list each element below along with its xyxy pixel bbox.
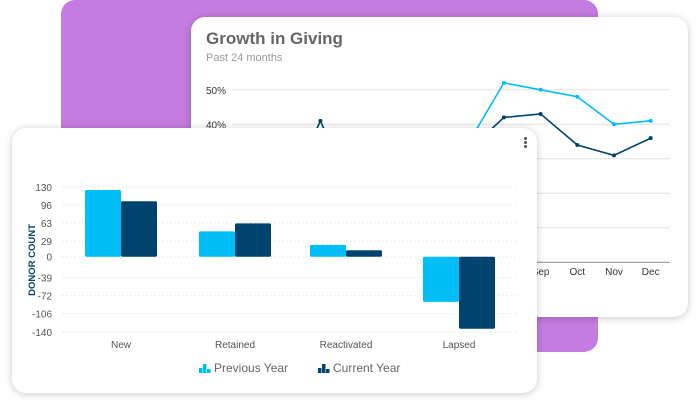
x-tick-label: Nov: [605, 267, 623, 278]
legend-item[interactable]: Previous Year: [199, 361, 288, 375]
x-tick-label: Reactivated: [320, 340, 373, 351]
bar-chart-icon: [203, 364, 207, 373]
bar-chart-icon: [199, 368, 203, 373]
bar-chart-icon: [326, 369, 330, 373]
legend-label: Current Year: [333, 361, 400, 375]
y-tick-label: -106: [32, 310, 52, 321]
y-tick-label: 130: [35, 183, 52, 194]
x-tick-label: Sep: [532, 267, 550, 278]
legend-label: Previous Year: [214, 361, 288, 375]
bar-reactivated-current: [346, 250, 382, 257]
y-tick-label: -39: [38, 274, 53, 285]
y-tick-label: -72: [38, 291, 53, 302]
x-tick-label: Dec: [642, 267, 660, 278]
y-tick-label: -140: [32, 328, 52, 339]
legend-item[interactable]: Current Year: [318, 361, 400, 375]
y-tick-label: 0: [46, 253, 52, 264]
bar-lapsed-current: [459, 256, 495, 329]
y-tick-label: 29: [41, 237, 53, 248]
bar-chart-icon: [322, 364, 326, 373]
bar-new-previous: [85, 189, 121, 257]
donor-count-card: 130 96 63 29 0 -39 -72 -106 -140 DONOR COUNT New Re…: [12, 128, 537, 393]
x-tick-label: Oct: [570, 267, 586, 278]
bar-chart-icon: [318, 368, 322, 373]
series-line: [466, 82, 651, 146]
chart-title: Growth in Giving: [206, 29, 343, 48]
x-tick-label: New: [111, 340, 132, 351]
bar-chart-icon: [207, 369, 211, 373]
bar-lapsed-previous: [423, 256, 459, 302]
y-tick-label: 96: [41, 201, 53, 212]
bar-new-current: [121, 201, 157, 257]
y-tick-label: 63: [41, 219, 53, 230]
y-axis-label: DONOR COUNT: [27, 224, 38, 296]
y-tick-label: 40%: [206, 120, 226, 131]
y-tick-label: 50%: [206, 86, 226, 97]
bar-retained-current: [235, 223, 271, 257]
x-tick-label: Lapsed: [443, 340, 476, 351]
series-line: [466, 113, 652, 157]
vertical-ellipsis-icon[interactable]: [524, 137, 528, 149]
x-tick-label: Retained: [215, 340, 255, 351]
bar-retained-previous: [199, 231, 235, 257]
bar-chart: 130 96 63 29 0 -39 -72 -106 -140 DONOR COUNT New Re…: [27, 183, 517, 375]
chart-subtitle: Past 24 months: [206, 52, 283, 64]
bar-reactivated-previous: [310, 244, 346, 257]
